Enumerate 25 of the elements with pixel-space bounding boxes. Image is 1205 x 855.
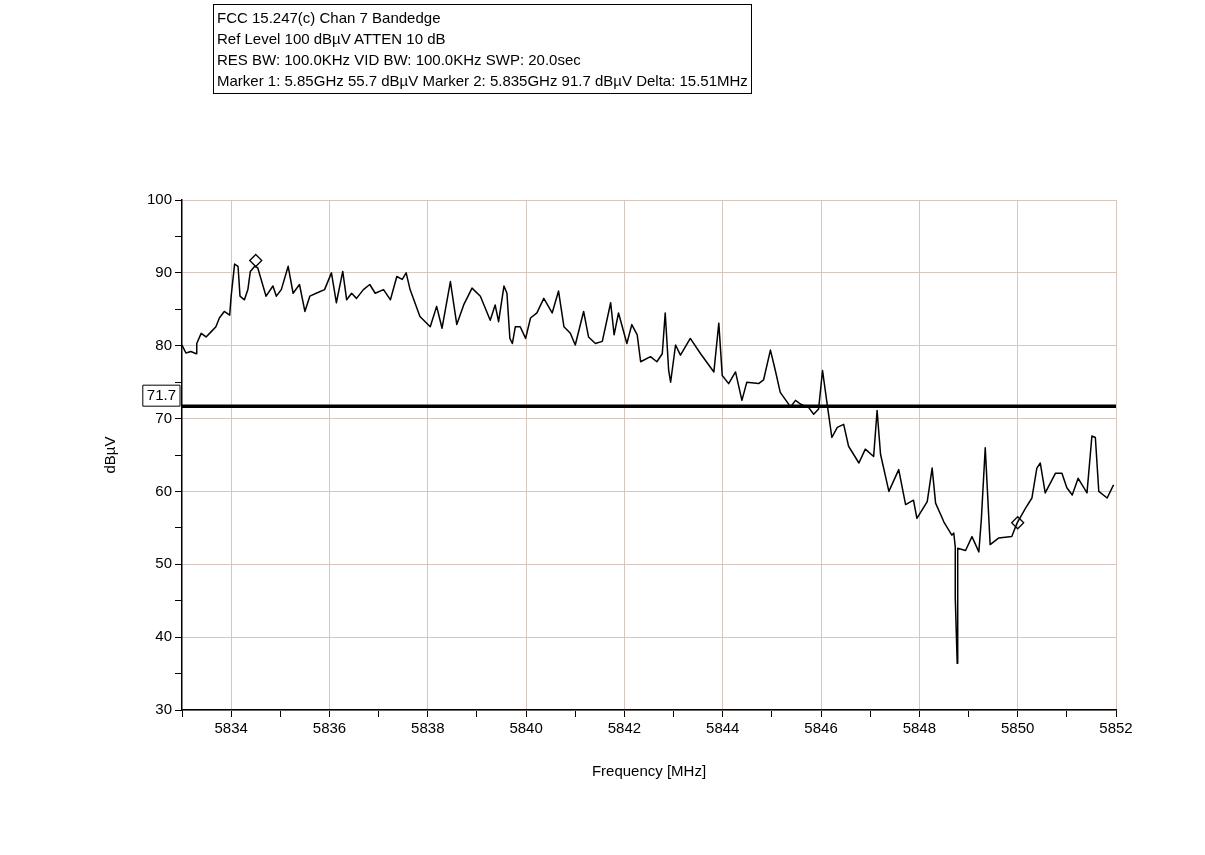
x-tick-label: 5850 [1001,719,1035,737]
y-tick-label: 90 [155,263,172,280]
x-tick-label: 5842 [607,719,642,737]
y-tick-label: 60 [155,481,172,499]
x-tick-label: 5838 [411,719,445,737]
text: Ref Level 100 dBµV ATTEN 10 dB [217,29,447,49]
chart-title: FCC 15.247(c) Chan 7 Bandedge [217,8,442,28]
y-tick-label: 50 [155,554,172,572]
x-tick-label: 5840 [509,719,543,737]
y-axis-title: dBµV [101,436,119,474]
x-tick-label: 5844 [706,719,740,737]
text: RES BW: 100.0KHz VID BW: 100.0KHz SWP: 20.0sec [217,50,582,70]
x-tick-label: 5834 [214,719,248,737]
y-tick-label: 40 [155,627,172,645]
y-tick-label: 30 [155,700,172,718]
y-tick-label: 70 [155,408,172,426]
x-tick-label: 5846 [804,719,838,737]
x-tick-label: 5836 [312,719,347,737]
x-tick-label: 5852 [1099,719,1133,737]
text: Marker 1: 5.85GHz 55.7 dBµV Marker 2: 5.835GHz 91.7 dBµV Delta: 15.51MHz [217,71,748,91]
y-tick-label: 100 [146,190,172,208]
x-tick-label: 5848 [902,719,937,737]
y-tick-label: 80 [155,335,172,353]
x-axis-title: Frequency [MHz] [591,762,707,780]
ref-line-label: 71.7 [146,386,176,404]
